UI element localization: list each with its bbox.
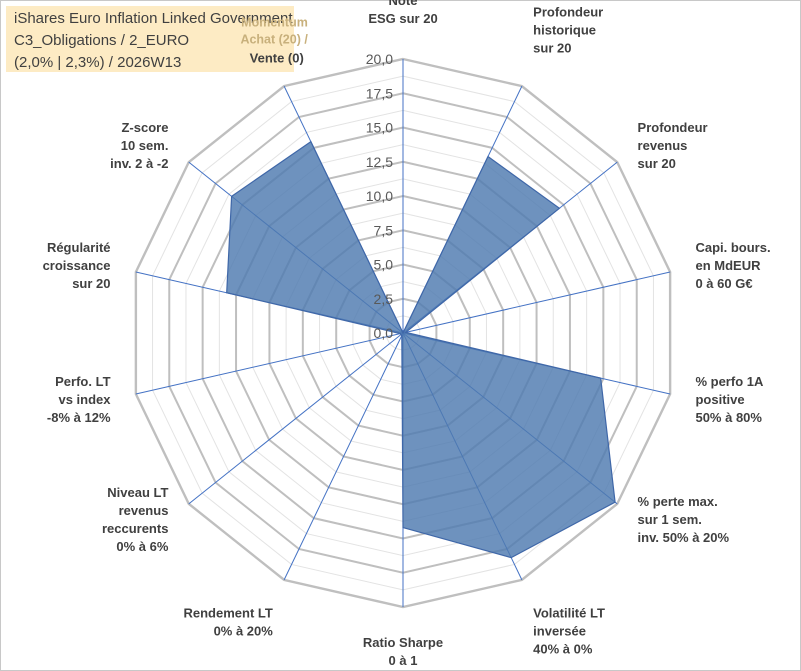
axis-label-line: 0 à 1	[389, 653, 418, 668]
axis-label: Z-score 10 sem. inv. 2 à -2	[110, 120, 168, 171]
axis-label: Perfo. LT vs index -8% à 12%	[47, 374, 111, 425]
axis-label: % perfo 1A positive 50% à 80%	[695, 374, 764, 425]
tick-label: 12,5	[366, 154, 393, 170]
axis-label-line: vs index	[58, 392, 111, 407]
axis-label-line: sur 20	[638, 156, 676, 171]
axis-label-line: Profondeur	[533, 5, 603, 20]
axis-label: Rendement LT 0% à 20%	[184, 605, 274, 638]
axis-label: Régularité croissance sur 20	[43, 240, 111, 291]
axis-label-line: Rendement LT	[184, 605, 273, 620]
tick-label: 10,0	[366, 188, 393, 204]
axis-label: Profondeur revenus sur 20	[638, 120, 708, 171]
axis-label-line: sur 1 sem.	[638, 512, 702, 527]
axis-label-line: Régularité	[47, 240, 111, 255]
axis-label-line: 0% à 6%	[116, 539, 168, 554]
axis-label-line: % perte max.	[638, 494, 718, 509]
axis-label-line: croissance	[43, 258, 111, 273]
chart-title-box: iShares Euro Inflation Linked Government…	[6, 6, 294, 72]
tick-label: 17,5	[366, 85, 393, 101]
tick-label: 20,0	[366, 51, 393, 67]
axis-label-line: Perfo. LT	[55, 374, 110, 389]
axis-label-line: 10 sem.	[121, 138, 169, 153]
axis-label-line: sur 20	[72, 276, 110, 291]
axis-label-line: Volatilité LT	[533, 605, 605, 620]
axis-label: Volatilité LT inversée 40% à 0%	[533, 605, 605, 656]
axis-label: Niveau LT revenus reccurents 0% à 6%	[102, 485, 169, 554]
axis-label-line: ESG sur 20	[368, 11, 437, 26]
axis-label: Capi. bours. en MdEUR 0 à 60 G€	[695, 240, 770, 291]
axis-spoke	[188, 332, 404, 505]
axis-label: % perte max. sur 1 sem. inv. 50% à 20%	[638, 494, 730, 545]
axis-label-line: % perfo 1A	[695, 374, 764, 389]
axis-label-line: Z-score	[121, 120, 168, 135]
momentum-label-line: Momentum	[241, 16, 308, 30]
axis-label-line: 50% à 80%	[695, 410, 762, 425]
axis-label-line: inv. 2 à -2	[110, 156, 168, 171]
axis-label-line: 0% à 20%	[214, 623, 274, 638]
chart-title-line-2: C3_Obligations / 2_EURO	[14, 32, 190, 49]
chart-title-line-3: (2,0% | 2,3%) / 2026W13	[14, 54, 182, 71]
axis-label-line: revenus	[119, 503, 169, 518]
axis-spoke	[283, 332, 404, 581]
tick-label: 7,5	[374, 222, 394, 238]
axis-label-line: 40% à 0%	[533, 641, 593, 656]
axis-label-line: en MdEUR	[695, 258, 761, 273]
axis-label: Ratio Sharpe 0 à 1	[363, 635, 443, 668]
tick-label: 5,0	[374, 257, 394, 273]
axis-label-line: positive	[695, 392, 744, 407]
axis-label: Profondeur historique sur 20	[533, 5, 603, 56]
axis-label-line: revenus	[638, 138, 688, 153]
axis-label-line: inversée	[533, 623, 586, 638]
axis-spoke	[402, 271, 671, 334]
axis-label-line: historique	[533, 23, 596, 38]
tick-label: 15,0	[366, 120, 393, 136]
axis-spoke	[135, 332, 404, 395]
axis-label-line: Capi. bours.	[695, 240, 770, 255]
axis-label-line: inv. 50% à 20%	[638, 530, 730, 545]
momentum-label-line: Achat (20) /	[240, 33, 308, 47]
axis-label-line: Niveau LT	[107, 485, 168, 500]
axis-label-line: reccurents	[102, 521, 168, 536]
axis-label-line: Profondeur	[638, 120, 708, 135]
axis-label-line: 0 à 60 G€	[695, 276, 752, 291]
momentum-label-tail: Vente (0)	[250, 51, 304, 66]
chart-title-line-1: iShares Euro Inflation Linked Government	[14, 10, 293, 27]
axis-label-line: sur 20	[533, 41, 571, 56]
axis-label-line: -8% à 12%	[47, 410, 111, 425]
axis-label-line: Note	[389, 0, 418, 8]
tick-label: 2,5	[374, 291, 394, 307]
tick-label: 0,0	[374, 325, 394, 341]
axis-label-line: Ratio Sharpe	[363, 635, 443, 650]
axis-label: Note ESG sur 20	[368, 0, 437, 26]
